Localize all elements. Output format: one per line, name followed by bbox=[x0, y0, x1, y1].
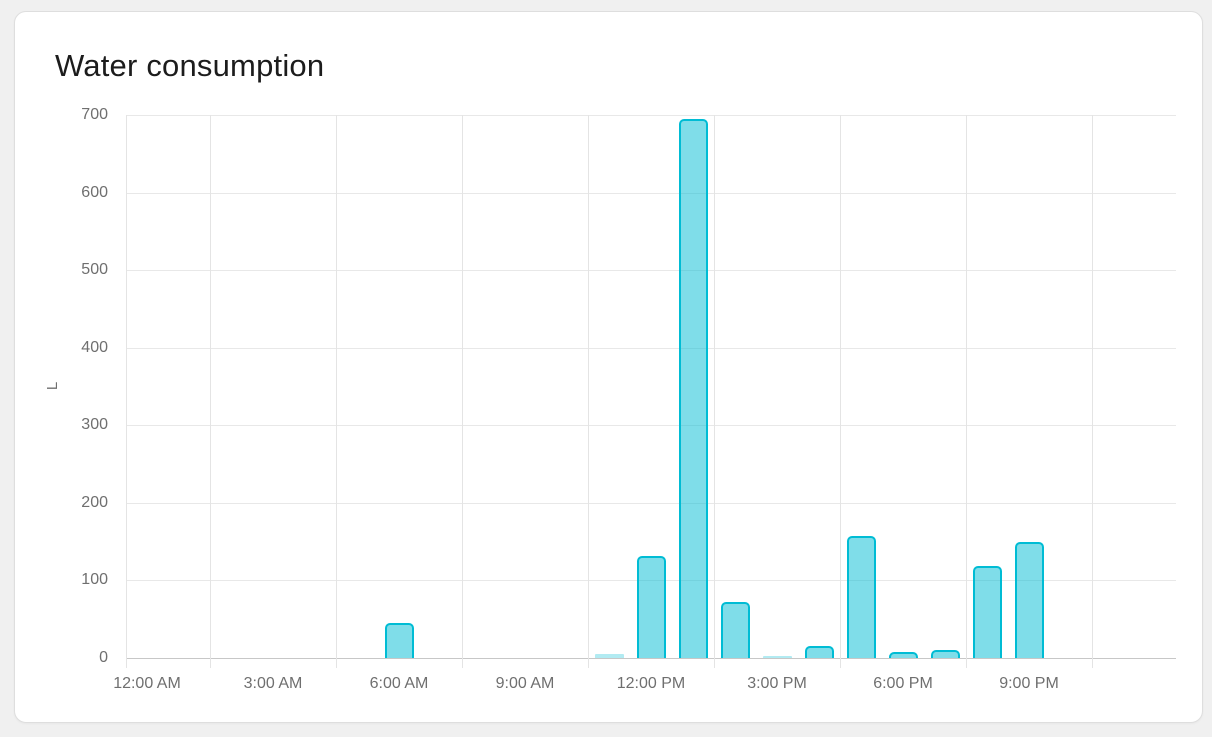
bar-1-pm[interactable] bbox=[678, 118, 708, 658]
bar-7-pm[interactable] bbox=[930, 649, 960, 658]
bar-6-am[interactable] bbox=[384, 623, 414, 658]
bar-6-pm[interactable] bbox=[888, 651, 918, 658]
bar-4-pm[interactable] bbox=[804, 646, 834, 658]
bar-8-pm[interactable] bbox=[972, 565, 1002, 658]
bar-11-am[interactable] bbox=[594, 654, 624, 658]
bar-2-pm[interactable] bbox=[720, 602, 750, 658]
bar-3-pm[interactable] bbox=[762, 656, 792, 658]
water-consumption-card: Water consumption bbox=[14, 11, 1203, 723]
bar-9-pm[interactable] bbox=[1014, 541, 1044, 658]
bar-5-pm[interactable] bbox=[846, 536, 876, 658]
card-title: Water consumption bbox=[55, 48, 325, 83]
bar-12-pm[interactable] bbox=[636, 555, 666, 658]
